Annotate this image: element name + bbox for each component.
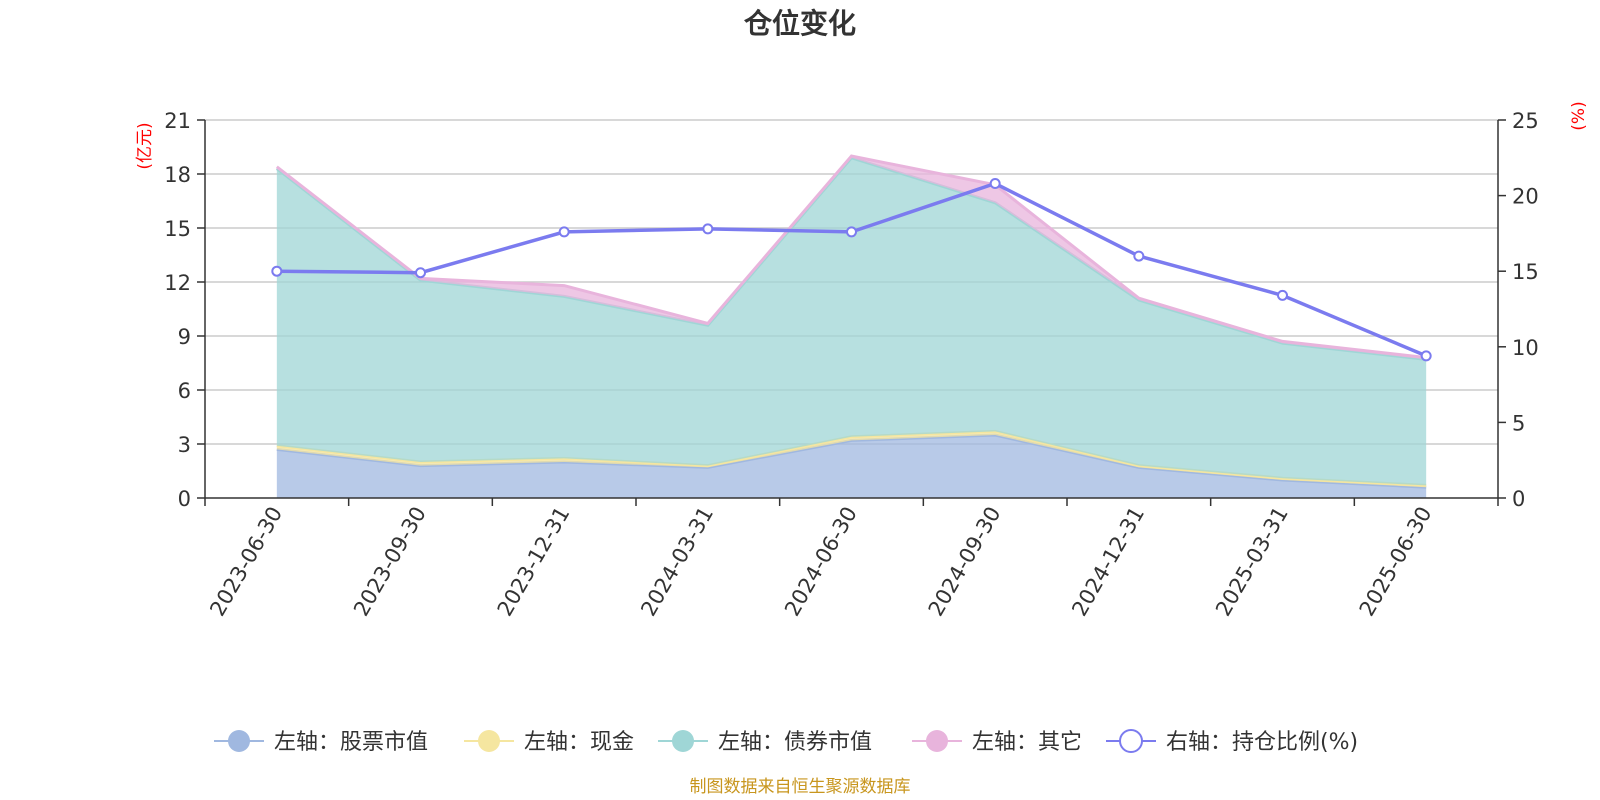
stacked-areas: [275, 154, 1427, 498]
left-tick-label: 9: [178, 325, 191, 349]
x-tick-label: 2024-09-30: [924, 503, 1006, 621]
legend: 左轴：股票市值 左轴：现金 左轴：债券市值 左轴：其它 右轴：持仓比例(%): [214, 729, 1358, 755]
ratio-point: [558, 226, 570, 238]
legend-label: 左轴：股票市值: [274, 730, 428, 755]
legend-marker: [1119, 729, 1143, 753]
left-tick-label: 12: [164, 271, 191, 295]
x-tick-label: 2024-12-31: [1067, 503, 1149, 621]
left-tick-label: 6: [178, 379, 191, 403]
right-tick-label: 25: [1512, 109, 1539, 133]
x-tick-label: 2025-06-30: [1355, 503, 1437, 621]
legend-item: 左轴：股票市值: [214, 730, 428, 755]
legend-marker: [672, 730, 694, 752]
ratio-point: [846, 226, 857, 238]
ratio-point: [989, 178, 1001, 190]
legend-item: 左轴：现金: [464, 730, 634, 755]
right-tick-label: 20: [1512, 185, 1539, 209]
legend-marker: [228, 730, 250, 752]
legend-label: 左轴：债券市值: [718, 730, 872, 755]
x-tick-label: 2024-03-31: [636, 503, 718, 621]
chart-title: 仓位变化: [744, 7, 856, 40]
right-axis-unit: (%): [1569, 101, 1589, 130]
ratio-point: [415, 267, 426, 279]
holding-ratio-line: [271, 178, 1432, 362]
left-tick-label: 0: [178, 487, 191, 511]
area-左轴：股票市值: [276, 435, 1427, 498]
ratio-point: [271, 265, 283, 277]
right-tick-label: 5: [1512, 411, 1525, 435]
area-edge-左轴：其它: [275, 154, 1427, 360]
x-tick-label: 2024-06-30: [780, 503, 862, 621]
legend-item: 左轴：债券市值: [658, 730, 872, 755]
legend-item: 左轴：其它: [912, 730, 1082, 755]
left-tick-label: 3: [178, 433, 191, 457]
x-tick-label: 2023-09-30: [349, 503, 431, 621]
x-tick-label: 2023-06-30: [205, 503, 287, 621]
left-axis-unit: (亿元): [135, 122, 155, 169]
x-tick-label: 2025-03-31: [1211, 503, 1293, 621]
left-tick-label: 18: [164, 163, 191, 187]
right-tick-label: 15: [1512, 260, 1539, 284]
right-tick-label: 0: [1512, 487, 1525, 511]
area-左轴：债券市值: [276, 157, 1427, 486]
legend-label: 右轴：持仓比例(%): [1166, 730, 1358, 755]
data-source-note: 制图数据来自恒生聚源数据库: [690, 777, 911, 797]
legend-label: 左轴：其它: [972, 730, 1082, 755]
right-tick-label: 10: [1512, 336, 1539, 360]
left-tick-label: 21: [164, 109, 191, 133]
x-tick-label: 2023-12-31: [493, 503, 575, 621]
ratio-point: [1420, 350, 1432, 362]
ratio-point: [1133, 250, 1145, 262]
left-tick-label: 15: [164, 217, 191, 241]
ratio-point: [702, 223, 714, 235]
legend-marker: [926, 730, 948, 752]
ratio-point: [1277, 289, 1288, 301]
legend-item: 右轴：持仓比例(%): [1106, 729, 1358, 755]
legend-label: 左轴：现金: [524, 730, 634, 755]
legend-marker: [478, 730, 500, 752]
